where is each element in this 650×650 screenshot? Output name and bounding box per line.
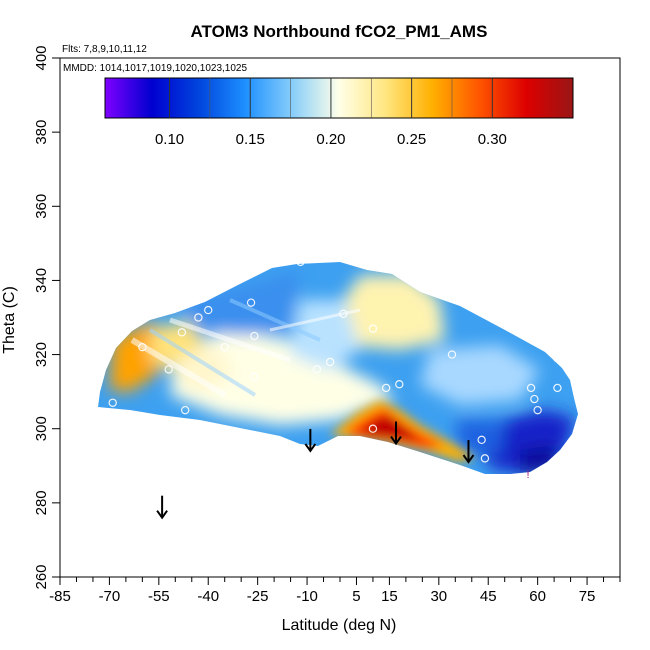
colorbar-tick-label: 0.15 (236, 131, 265, 148)
y-tick-label: 340 (33, 268, 50, 293)
sample-point (325, 357, 335, 367)
x-tick-label: 15 (381, 588, 398, 605)
field-light-blue-east (420, 345, 540, 405)
y-tick-label: 280 (33, 490, 50, 515)
sample-point (530, 394, 539, 404)
sample-point (553, 383, 562, 393)
sample-point (108, 331, 117, 341)
diagonal-streaks (130, 298, 361, 398)
sample-point (194, 313, 203, 322)
sample-point (108, 398, 117, 407)
sample-point (533, 405, 542, 415)
sample-point (381, 383, 391, 393)
x-axis: -85 -70 -55 -40 -25 -10 5 15 30 45 60 75 (49, 577, 621, 605)
sample-point (164, 365, 173, 374)
y-tick-label: 320 (33, 342, 50, 367)
streak (269, 308, 361, 332)
field-blue-south-east (455, 420, 505, 455)
x-tick-label: 75 (579, 588, 596, 605)
sample-point (250, 372, 259, 382)
colorbar-tick-label: 0.20 (316, 131, 345, 148)
x-axis-label: Latitude (deg N) (282, 617, 397, 634)
sample-point (250, 331, 259, 341)
sample-point (246, 298, 256, 307)
x-tick-label: 60 (529, 588, 546, 605)
arrow-head (304, 443, 317, 453)
sample-point (447, 350, 457, 359)
y-tick-label: 300 (33, 416, 50, 441)
x-tick-label: -55 (148, 588, 170, 605)
x-tick-label: -85 (49, 588, 71, 605)
sample-point (368, 424, 378, 433)
sample-point (553, 354, 562, 363)
streak (229, 298, 321, 342)
sample-points (108, 257, 562, 463)
x-tick-label: -40 (197, 588, 219, 605)
field-pale-upper-center (330, 275, 445, 350)
colorbar-tick-label: 0.10 (155, 131, 184, 148)
colorbar-ticks: 0.10 0.15 0.20 0.25 0.30 (155, 78, 507, 148)
y-tick-label: 380 (33, 120, 50, 145)
x-tick-label: 5 (352, 588, 360, 605)
field-pale-midlatitude-band (170, 330, 395, 425)
y-axis-label: Theta (C) (1, 286, 18, 354)
mmdd-note: MMDD: 1014,1017,1019,1020,1023,1025 (63, 63, 247, 74)
x-tick-label: 45 (480, 588, 497, 605)
x-tick-label: 30 (430, 588, 447, 605)
tropopause-arrows (156, 421, 475, 520)
colorbar (104, 77, 574, 119)
y-tick-label: 260 (33, 564, 50, 589)
colorbar-tick-label: 0.25 (397, 131, 426, 148)
sample-point (526, 383, 536, 393)
sample-point (480, 454, 490, 463)
arrow-head (156, 510, 168, 520)
pink-marker: ! (526, 469, 529, 481)
sample-point (477, 435, 486, 445)
x-tick-label: -10 (296, 588, 318, 605)
sample-point (395, 380, 404, 389)
streak (169, 317, 291, 363)
flights-note: Flts: 7,8,9,10,11,12 (62, 44, 147, 55)
arrow-head (462, 454, 475, 464)
chart-title: ATOM3 Northbound fCO2_PM1_AMS (191, 22, 488, 41)
x-tick-label: -25 (247, 588, 269, 605)
sample-point (180, 405, 190, 415)
y-axis: 260 280 300 320 340 360 380 400 (33, 45, 60, 590)
sample-point (339, 309, 348, 318)
sample-point (204, 305, 213, 315)
y-tick-label: 360 (33, 194, 50, 219)
colorbar-tick-label: 0.30 (478, 131, 507, 148)
sample-point (296, 257, 305, 267)
streak (148, 328, 257, 397)
sample-point (177, 328, 187, 337)
sample-point (368, 324, 378, 333)
field-darkred-core (360, 416, 420, 440)
sample-point (312, 365, 322, 374)
y-tick-label: 400 (33, 45, 50, 70)
streak (130, 337, 227, 398)
sample-point (220, 342, 229, 352)
sample-point (138, 342, 147, 352)
x-tick-label: -70 (99, 588, 121, 605)
arrow-head (390, 435, 402, 446)
